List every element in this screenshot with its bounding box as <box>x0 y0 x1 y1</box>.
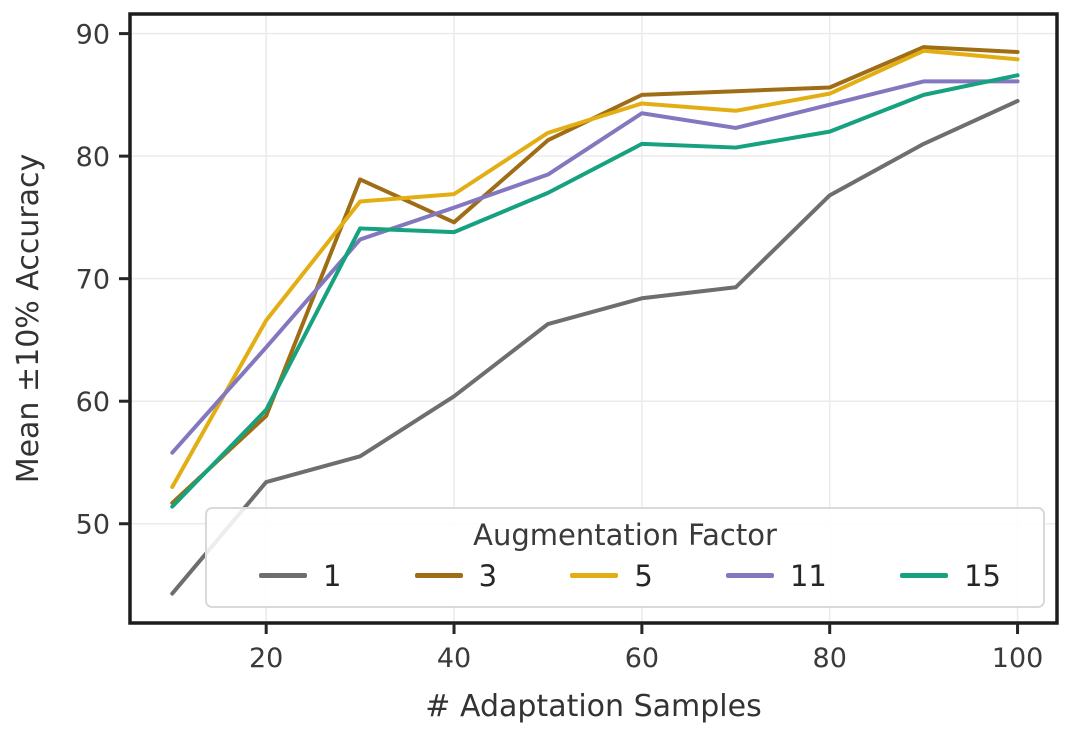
legend-item-label: 1 <box>323 558 342 593</box>
legend-item-3: 3 <box>414 558 498 593</box>
x-tick-label: 40 <box>437 643 471 674</box>
legend-line-sample <box>900 573 949 579</box>
legend-items: 1 3 5 11 15 <box>207 559 1043 599</box>
legend-title: Augmentation Factor <box>473 518 777 553</box>
x-tick-label: 60 <box>625 643 659 674</box>
legend-item-5: 5 <box>570 558 653 593</box>
y-tick-label: 50 <box>76 510 110 541</box>
x-tick-label: 80 <box>813 643 847 674</box>
legend: Augmentation Factor 1 3 5 11 15 <box>205 507 1045 608</box>
legend-item-label: 15 <box>964 558 1001 593</box>
data-series <box>170 45 1020 596</box>
legend-item-label: 5 <box>634 558 653 593</box>
series-line-1 <box>170 99 1020 596</box>
series-line-3 <box>170 45 1020 505</box>
legend-item-11: 11 <box>725 558 827 593</box>
y-tick-label: 80 <box>76 142 110 173</box>
legend-item-label: 3 <box>478 558 498 593</box>
x-tick-label: 20 <box>249 643 283 674</box>
legend-line-sample <box>259 573 307 579</box>
legend-item-label: 11 <box>789 558 827 593</box>
series-line-11 <box>170 79 1020 455</box>
legend-line-sample <box>725 573 774 579</box>
x-axis-label: # Adaptation Samples <box>425 689 761 724</box>
axis-ticks: 20 40 60 80 100 50 60 70 80 90 <box>76 20 1044 674</box>
legend-line-sample <box>570 573 619 579</box>
y-tick-label: 70 <box>76 265 110 296</box>
x-tick-label: 100 <box>992 643 1044 674</box>
legend-line-sample <box>414 573 463 579</box>
plot-area-border <box>128 12 1059 625</box>
y-axis-label: Mean ±10% Accuracy <box>11 154 46 484</box>
series-line-15 <box>170 73 1020 509</box>
y-tick-label: 90 <box>76 20 110 51</box>
legend-item-15: 15 <box>900 559 1001 593</box>
y-tick-label: 60 <box>76 387 110 418</box>
legend-item-1: 1 <box>259 559 341 593</box>
series-line-5 <box>170 48 1020 489</box>
